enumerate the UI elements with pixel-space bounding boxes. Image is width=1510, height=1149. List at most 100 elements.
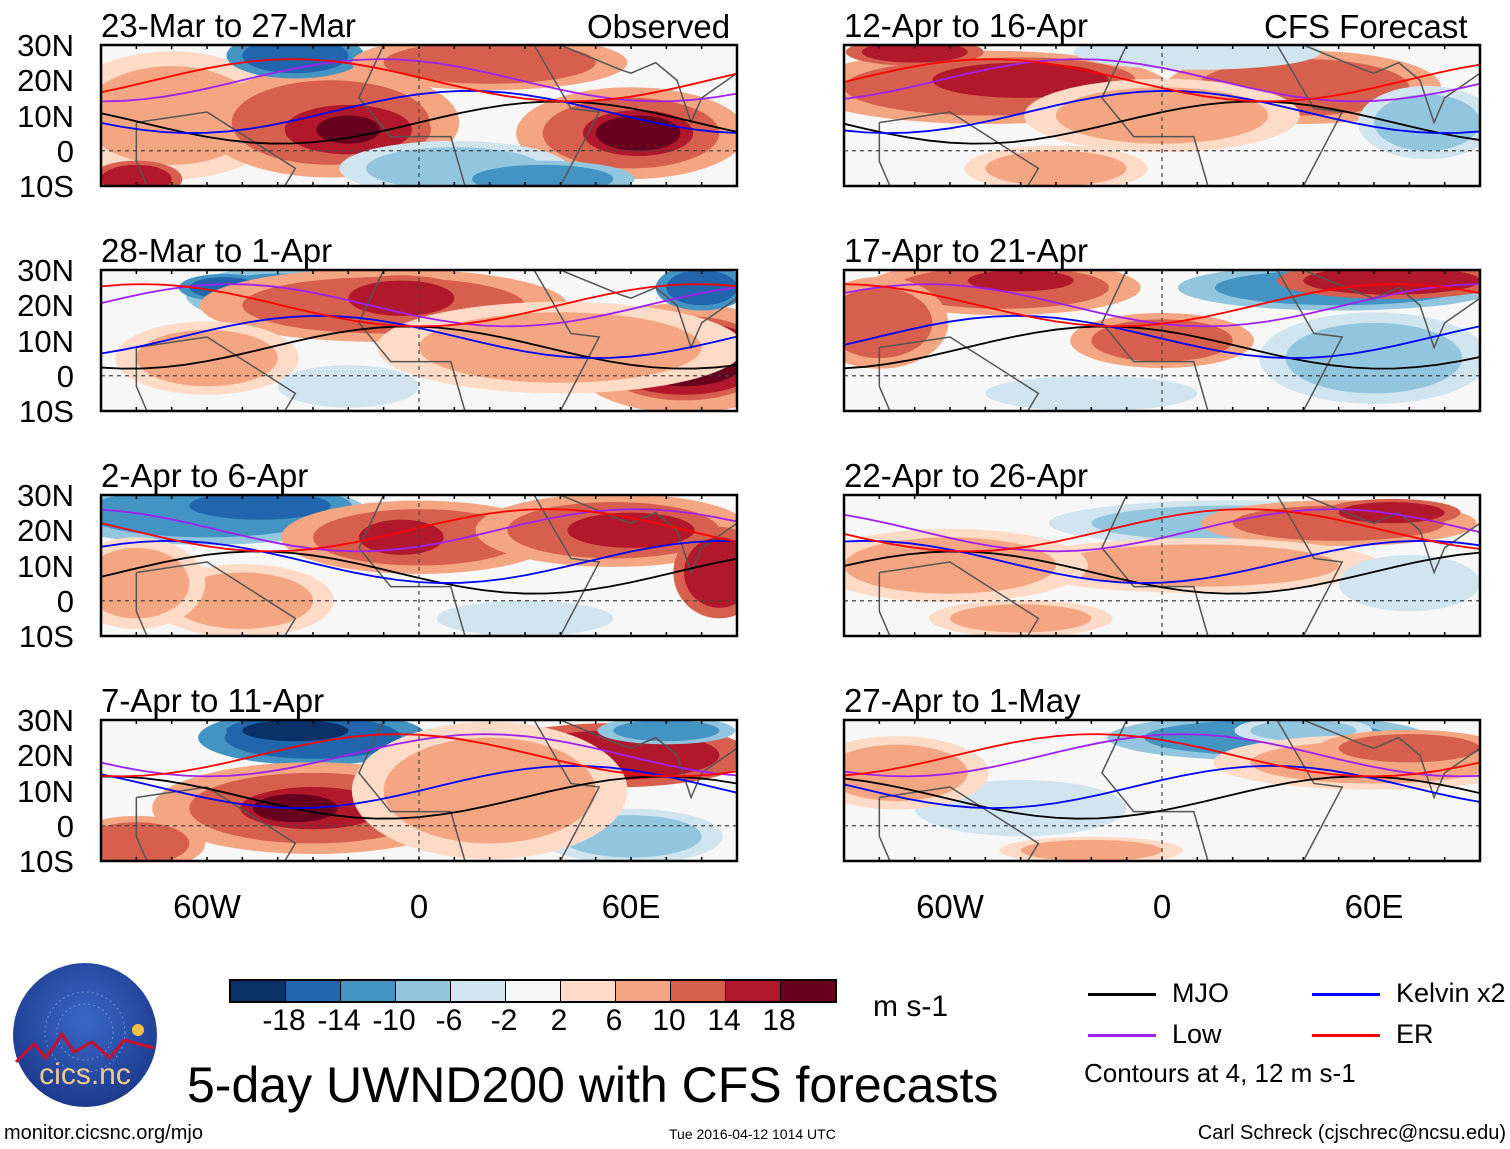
colorbar-swatch [286,981,341,1001]
legend-line [1088,1034,1156,1037]
anomaly-region [383,737,596,844]
anomaly-region [171,572,313,629]
colorbar-tick-label: -10 [372,1004,416,1037]
legend-label: MJO [1172,978,1229,1008]
coastline-africa [358,270,601,411]
contour-line [844,764,1480,810]
lat-tick-label: 10N [17,548,74,584]
legend-label: Low [1172,1019,1222,1049]
legend-label: Kelvin x2 [1396,978,1506,1008]
map-panel [842,493,1482,638]
colorbar-swatch [616,981,671,1001]
anomaly-region [684,537,737,608]
colorbar-swatch [341,981,396,1001]
coastline-africa [1101,45,1344,186]
coastline-africa [1101,270,1344,411]
lon-tick-label: 60W [173,888,241,925]
lat-tick-label: 10N [17,98,74,134]
coastline-south-america [135,786,297,861]
map-panel [99,718,739,863]
colorbar-swatch [451,981,506,1001]
anomaly-region [666,270,737,306]
anomaly-region [844,287,933,359]
coastline-asia [560,720,737,800]
coastline-asia [1303,495,1480,575]
contour-line [101,539,737,584]
lat-tick-label: 0 [56,133,74,169]
anomaly-region [189,495,331,520]
contour-line [844,89,1480,135]
map-panel [842,43,1482,188]
colorbar [229,979,837,1003]
lat-tick-label: 30N [17,478,74,513]
colorbar-tick-label: 10 [652,1004,686,1037]
coastline-africa [358,45,601,186]
lat-tick-label: 10S [18,394,74,429]
contour-line [101,764,737,809]
anomaly-region [101,822,190,861]
anomaly-region [950,604,1092,633]
anomaly-region [242,720,349,742]
colorbar-tick-label: -18 [262,1004,306,1037]
colorbar-tick-label: 18 [762,1004,796,1037]
panel-title: 23-Mar to 27-Mar [101,7,356,44]
lat-tick-label: 10N [17,323,74,359]
lat-tick-label: 30N [17,703,74,738]
colorbar-swatch [506,981,561,1001]
lat-tick-label: 10N [17,773,74,809]
coastline-south-america [878,786,1040,861]
colorbar-swatch [561,981,616,1001]
logo-text: cics.nc [39,1058,131,1091]
legend-line [1312,1034,1380,1037]
colorbar-swatch [671,981,726,1001]
colorbar-tick-label: -6 [435,1004,463,1037]
anomaly-region [316,115,381,144]
colorbar-tick-label: 14 [707,1004,741,1037]
chart-title: 5-day UWND200 with CFS forecasts [187,1057,999,1113]
lat-tick-label: 30N [17,28,74,63]
colorbar-swatch [396,981,451,1001]
map-panel [99,268,739,413]
anomaly-region [1374,94,1480,151]
legend-line [1088,993,1156,996]
anomaly-region [1056,87,1268,144]
anomaly-region [967,270,1074,292]
cics-logo: cics.nc [13,963,157,1107]
lat-tick-label: 10S [18,844,74,879]
map-panel [99,493,739,638]
anomaly-region [613,720,720,742]
lat-tick-label: 20N [17,738,74,774]
anomaly-region [1338,734,1480,763]
lon-tick-label: 60E [1344,888,1404,925]
coastline-asia [560,45,737,125]
forecast-label: CFS Forecast [1264,8,1468,45]
colorbar-tick-label: -14 [317,1004,361,1037]
contour-line [844,283,1480,328]
contour-line [844,539,1480,585]
anomaly-region [1020,839,1162,861]
anomaly-region [277,365,419,408]
colorbar-tick-label: 6 [605,1004,623,1037]
coastline-africa [1101,495,1344,636]
map-panel [842,268,1482,413]
coastline-south-america [878,111,1040,186]
contour-note: Contours at 4, 12 m s-1 [1084,1058,1356,1088]
footer-timestamp: Tue 2016-04-12 1014 UTC [669,1126,836,1142]
lat-tick-label: 0 [56,583,74,619]
anomaly-region [136,329,278,387]
coastline-africa [358,495,601,636]
footer-url[interactable]: monitor.cicsnc.org/mjo [4,1122,203,1144]
footer-author: Carl Schreck (cjschrec@ncsu.edu) [1197,1122,1506,1144]
anomaly-region [436,600,614,636]
colorbar-tick-label: -2 [490,1004,518,1037]
coastline-south-america [878,336,1040,411]
coastline-south-america [135,336,297,411]
lat-tick-label: 20N [17,288,74,324]
coastline-africa [1101,720,1344,861]
lon-tick-label: 60E [601,888,661,925]
observed-label: Observed [587,8,731,45]
panel-title: 7-Apr to 11-Apr [101,682,325,719]
contour-line [101,100,737,145]
anomaly-region [567,512,695,548]
anomaly-region [595,115,681,151]
